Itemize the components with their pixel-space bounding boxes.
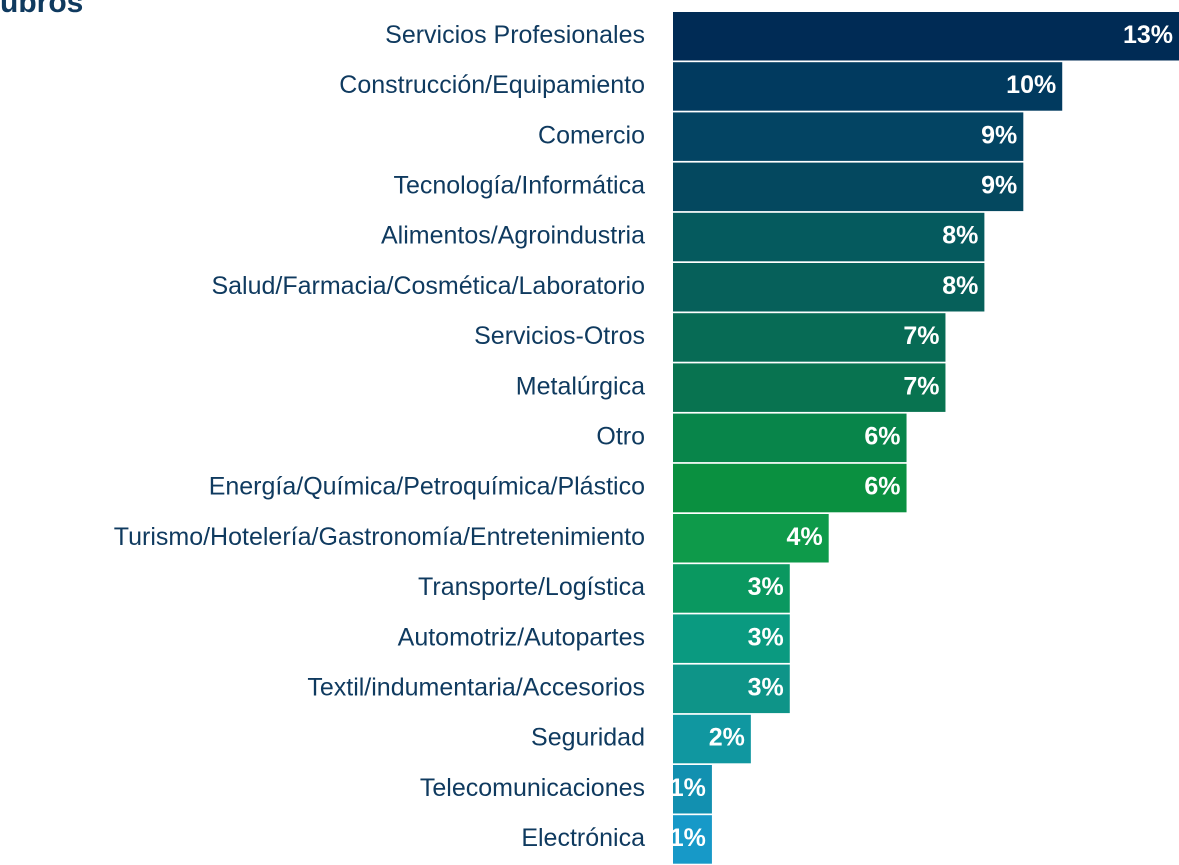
bar xyxy=(673,363,946,412)
value-label: 1% xyxy=(670,824,706,852)
value-label: 7% xyxy=(903,372,939,400)
value-label: 13% xyxy=(1123,21,1173,49)
category-label: Turismo/Hotelería/Gastronomía/Entretenim… xyxy=(114,523,645,551)
bar xyxy=(673,212,985,262)
category-label: Transporte/Logística xyxy=(418,573,645,601)
category-label: Telecomunicaciones xyxy=(420,774,645,802)
bar xyxy=(673,263,985,312)
category-label: Automotriz/Autopartes xyxy=(398,623,645,651)
category-label: Otro xyxy=(596,422,645,450)
category-label: Energía/Química/Petroquímica/Plástico xyxy=(209,473,645,501)
category-label: Salud/Farmacia/Cosmética/Laboratorio xyxy=(211,272,645,300)
value-label: 10% xyxy=(1006,71,1056,99)
bar xyxy=(673,664,790,714)
category-label: Textil/indumentaria/Accesorios xyxy=(307,673,645,701)
value-label: 9% xyxy=(981,121,1017,149)
category-label: Construcción/Equipamiento xyxy=(339,71,645,99)
bar xyxy=(673,714,751,764)
bar xyxy=(673,564,790,613)
value-label: 3% xyxy=(748,673,784,701)
category-label: Servicios-Otros xyxy=(474,322,645,350)
category-label: Metalúrgica xyxy=(516,372,645,400)
category-label: Electrónica xyxy=(521,824,645,852)
category-label: Comercio xyxy=(538,121,645,149)
value-label: 1% xyxy=(670,774,706,802)
category-label: Alimentos/Agroindustria xyxy=(381,222,645,250)
bar xyxy=(673,62,1063,111)
bar xyxy=(673,112,1024,161)
bar xyxy=(673,413,907,463)
value-label: 8% xyxy=(942,222,978,250)
value-label: 3% xyxy=(748,623,784,651)
value-label: 6% xyxy=(864,473,900,501)
category-label: Tecnología/Informática xyxy=(393,171,645,199)
bar xyxy=(673,463,907,513)
value-label: 4% xyxy=(787,523,823,551)
bar xyxy=(673,12,1179,61)
value-label: 3% xyxy=(748,573,784,601)
bar xyxy=(673,614,790,663)
value-label: 7% xyxy=(903,322,939,350)
bar xyxy=(673,815,712,864)
bar xyxy=(673,313,946,362)
value-label: 6% xyxy=(864,422,900,450)
chart-title: ubros xyxy=(0,0,83,19)
bar xyxy=(673,514,829,563)
value-label: 8% xyxy=(942,272,978,300)
bar xyxy=(673,765,712,814)
bar xyxy=(673,162,1024,212)
value-label: 9% xyxy=(981,171,1017,199)
category-label: Seguridad xyxy=(531,724,645,752)
value-label: 2% xyxy=(709,724,745,752)
category-label: Servicios Profesionales xyxy=(385,21,645,49)
